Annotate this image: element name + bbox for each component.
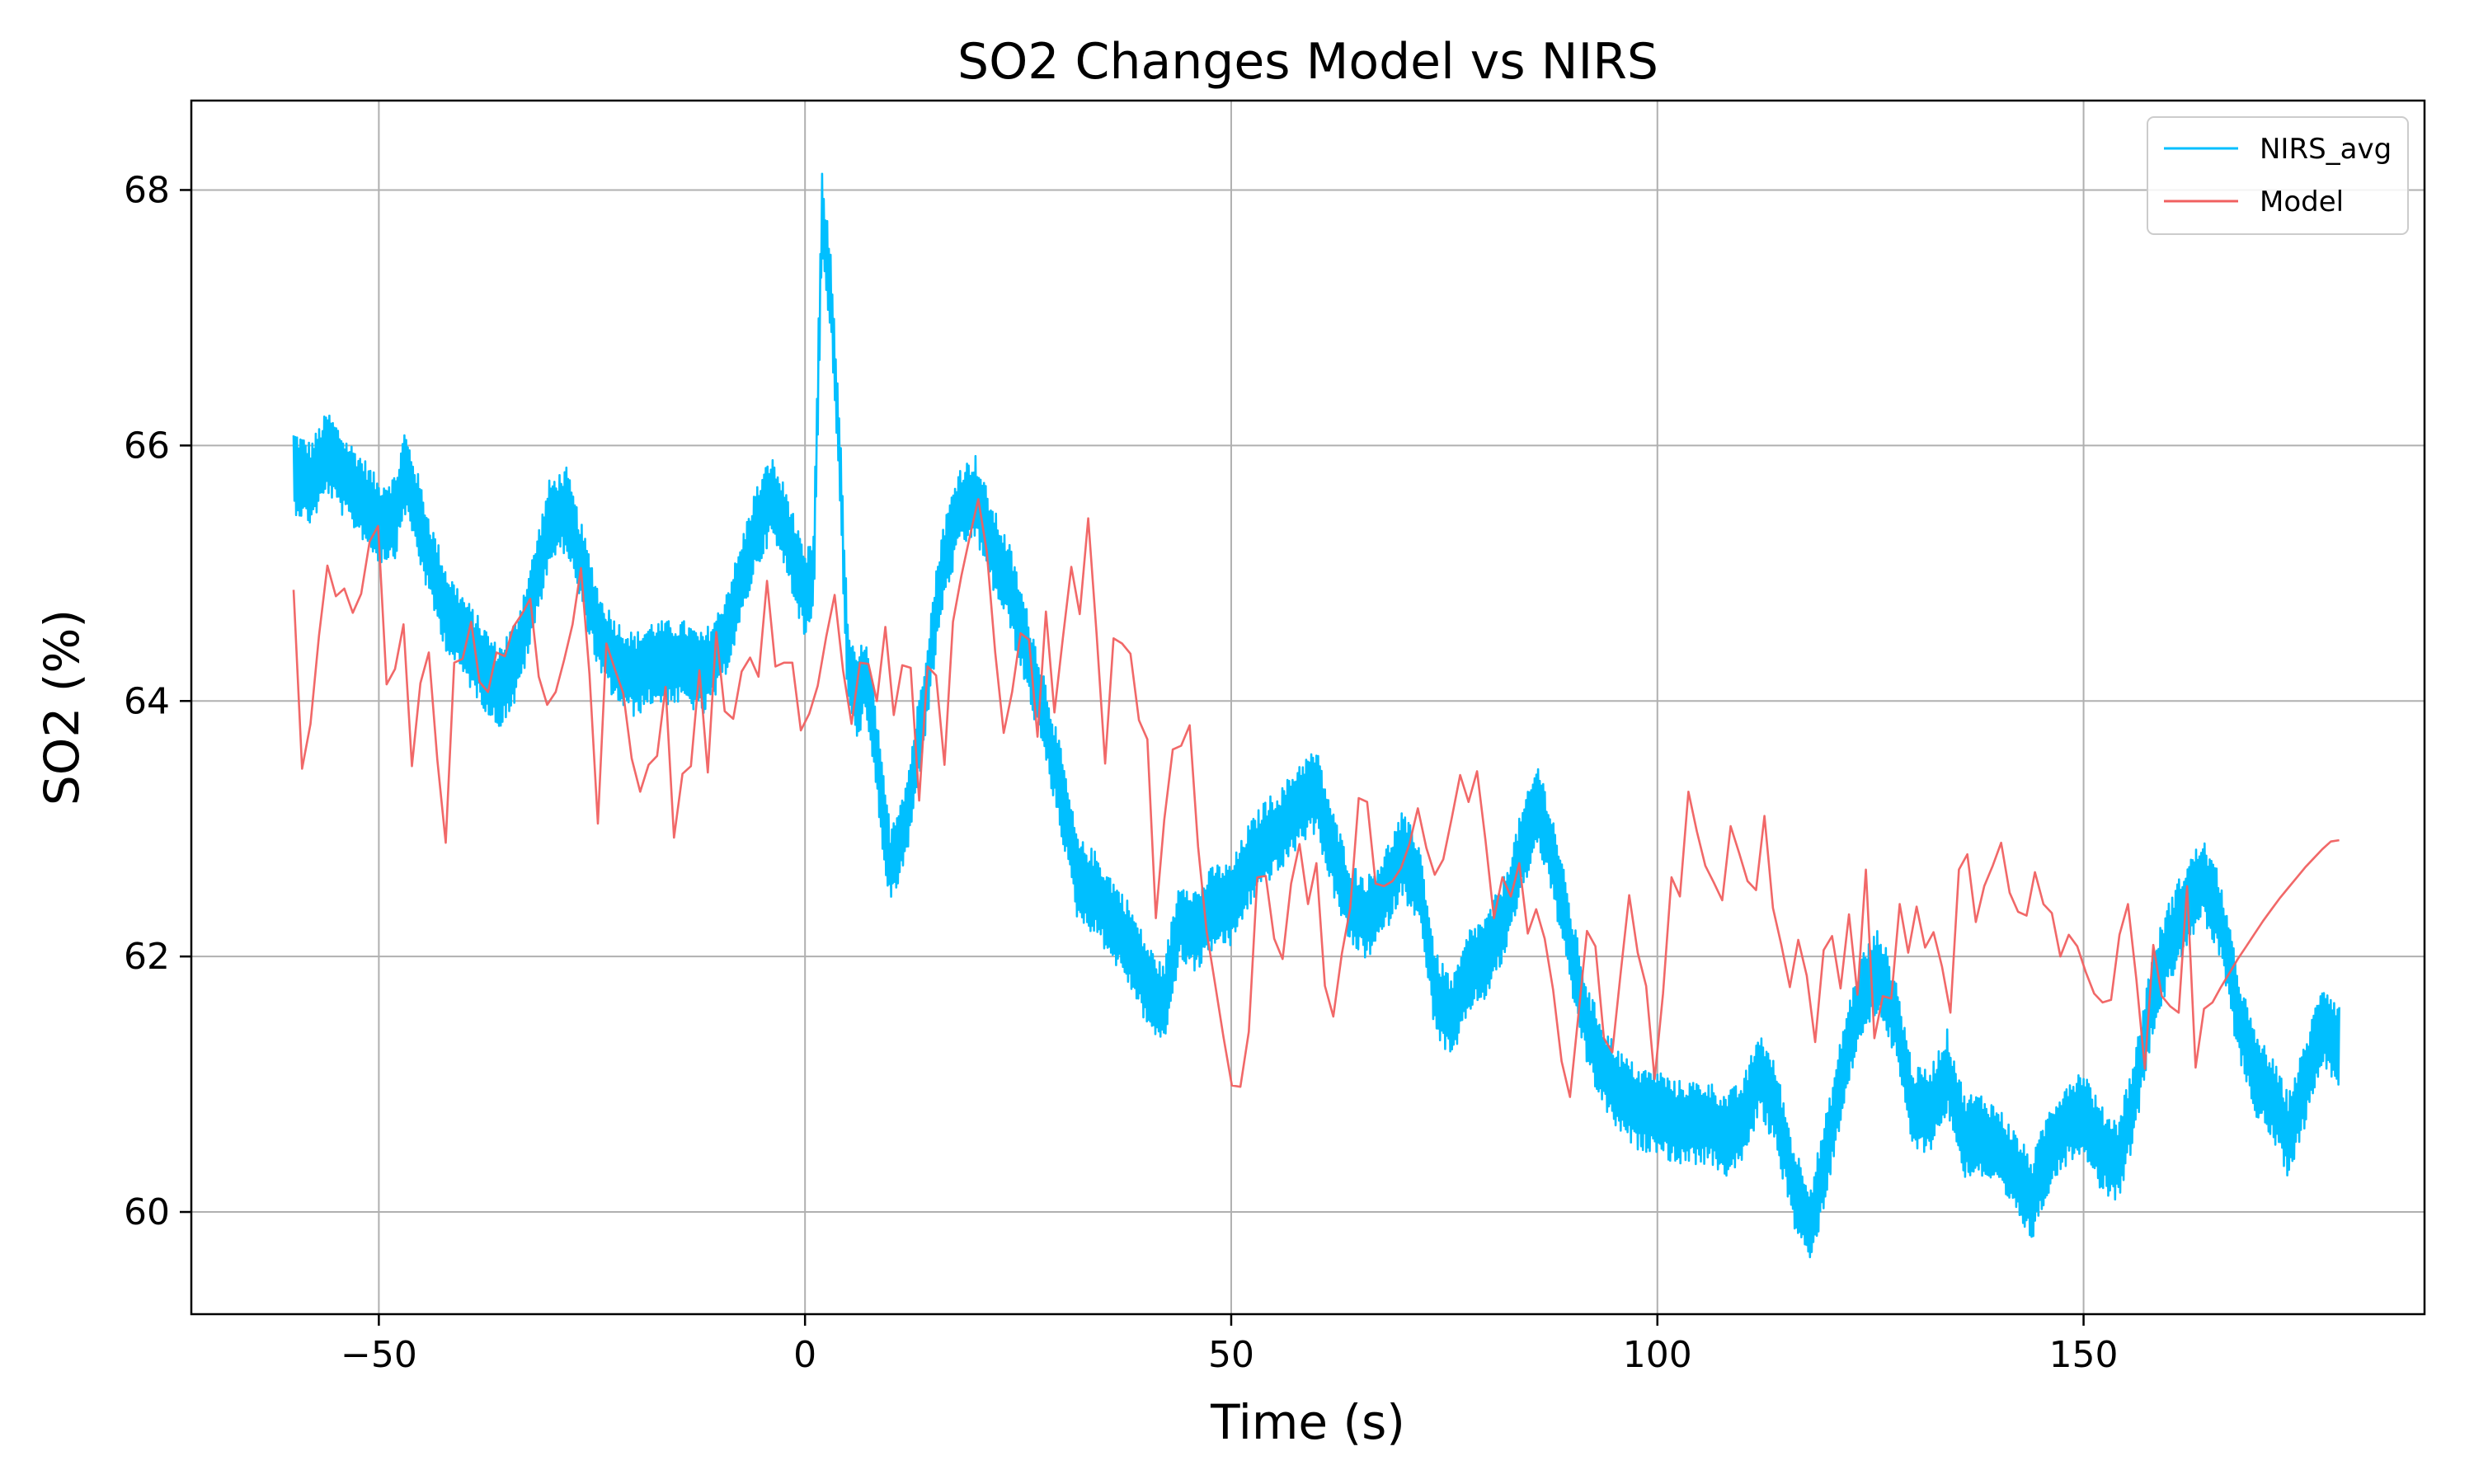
y-axis-label: SO2 (%) — [34, 609, 90, 805]
y-tick-label: 66 — [124, 425, 170, 467]
plot-frame — [190, 99, 2426, 1316]
legend-box — [2147, 116, 2409, 235]
y-tick-label: 68 — [124, 169, 170, 211]
x-tick-label: 100 — [1623, 1334, 1692, 1376]
plot-background — [191, 101, 2425, 1314]
x-tick-label: 150 — [2049, 1334, 2119, 1376]
gridlines — [191, 101, 2425, 1314]
series-layer — [292, 172, 2340, 1259]
y-tick-label: 60 — [124, 1191, 170, 1233]
y-tick-label: 64 — [124, 680, 170, 722]
y-tick-label: 62 — [124, 936, 170, 978]
chart-title: SO2 Changes Model vs NIRS — [957, 33, 1658, 91]
series-line-nirs-avg — [292, 172, 2340, 1259]
x-tick-label: 50 — [1208, 1334, 1254, 1376]
ticks: −50 0 50 100 150 60 62 64 66 68 — [124, 169, 2119, 1376]
legend-label-model: Model — [2260, 186, 2344, 218]
series-line-model — [292, 498, 2340, 1098]
legend-label-nirs: NIRS_avg — [2260, 133, 2392, 166]
x-tick-label: 0 — [793, 1334, 816, 1376]
x-tick-label: −50 — [341, 1334, 417, 1376]
x-axis-label: Time (s) — [1210, 1394, 1405, 1450]
legend: NIRS_avg Model — [2147, 116, 2409, 235]
